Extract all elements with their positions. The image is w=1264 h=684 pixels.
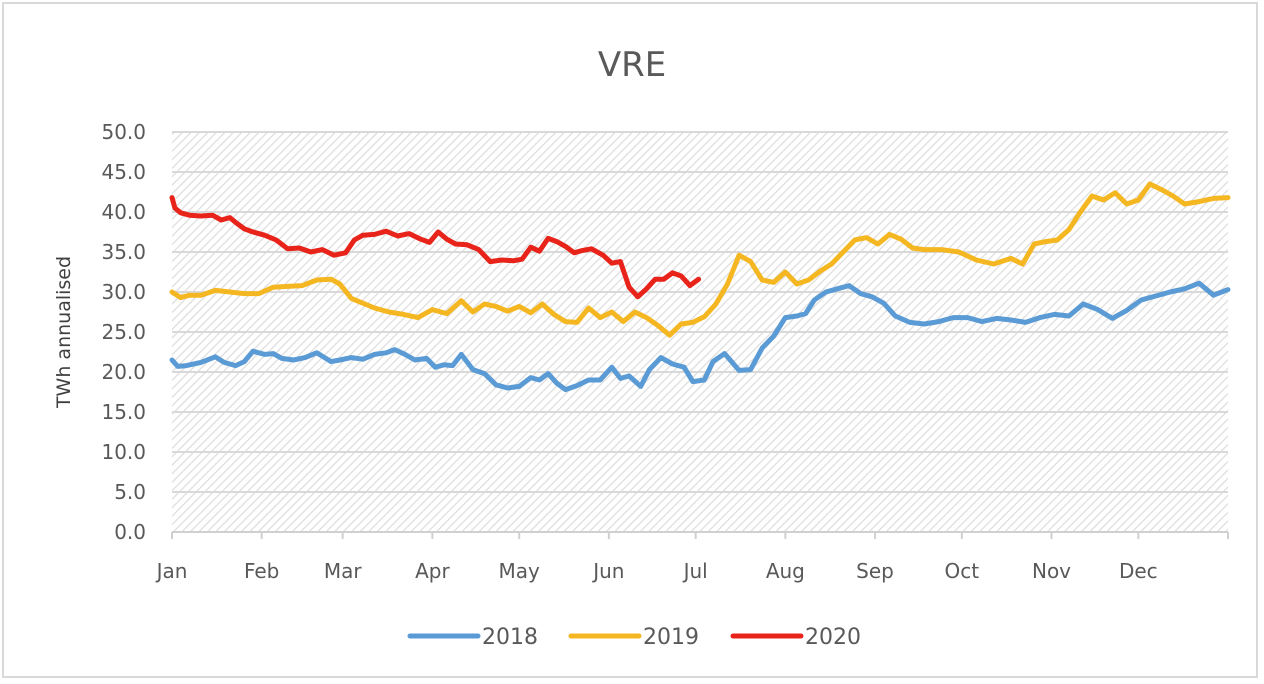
chart-title: VRE [598, 45, 666, 85]
legend-item-2019: 2019 [568, 625, 699, 650]
legend-label: 2018 [482, 625, 538, 650]
x-tick-label: Mar [324, 559, 363, 583]
legend-item-2018: 2018 [407, 625, 538, 650]
y-tick-label: 15.0 [101, 400, 146, 424]
y-tick-label: 10.0 [101, 440, 146, 464]
legend: 2018 2019 2020 [407, 625, 861, 650]
x-tick-label: Jul [682, 559, 708, 583]
x-tick-label: Oct [945, 559, 980, 583]
series-line-2020 [169, 195, 702, 300]
x-tick-label: Dec [1119, 559, 1158, 583]
y-axis: 0.0 5.0 10.0 15.0 20.0 25.0 30.0 35.0 40.0 45.0 50… [101, 120, 146, 544]
x-tick-label: Jan [155, 559, 188, 583]
x-tick-label: Feb [244, 559, 279, 583]
y-tick-label: 5.0 [114, 480, 146, 504]
y-tick-label: 25.0 [101, 320, 146, 344]
y-tick-label: 45.0 [101, 160, 146, 184]
x-tick-label: May [498, 559, 540, 583]
x-tick-label: Jun [591, 559, 624, 583]
y-tick-label: 50.0 [101, 120, 146, 144]
y-tick-label: 40.0 [101, 200, 146, 224]
y-tick-label: 30.0 [101, 280, 146, 304]
x-tick-label: Nov [1032, 559, 1071, 583]
series-line-2019 [169, 181, 1231, 338]
x-axis: Jan Feb Mar Apr May Jun Jul Aug Sep Oct Nov Dec [155, 531, 1229, 583]
y-axis-label: TWh annualised [53, 256, 75, 409]
y-tick-label: 0.0 [114, 520, 146, 544]
legend-item-2020: 2020 [730, 625, 861, 650]
series-line-2018 [169, 280, 1231, 393]
y-tick-label: 35.0 [101, 240, 146, 264]
x-tick-label: Aug [766, 559, 805, 583]
x-tick-label: Sep [856, 559, 894, 583]
legend-label: 2020 [805, 625, 861, 650]
legend-label: 2019 [643, 625, 699, 650]
x-tick-label: Apr [415, 559, 450, 583]
y-tick-label: 20.0 [101, 360, 146, 384]
series-lines [169, 181, 1231, 393]
